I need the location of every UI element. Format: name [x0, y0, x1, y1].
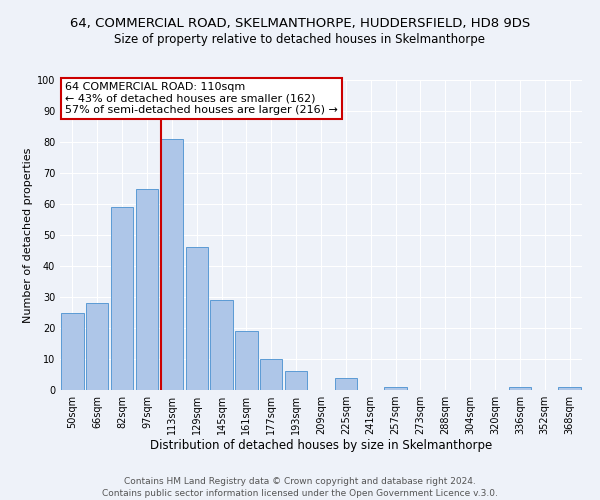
X-axis label: Distribution of detached houses by size in Skelmanthorpe: Distribution of detached houses by size … — [150, 438, 492, 452]
Bar — [509, 387, 531, 390]
Bar — [559, 387, 581, 390]
Y-axis label: Number of detached properties: Number of detached properties — [23, 148, 32, 322]
Bar — [86, 303, 109, 390]
Bar — [335, 378, 357, 390]
Bar — [385, 387, 407, 390]
Bar — [61, 312, 83, 390]
Bar — [185, 248, 208, 390]
Bar — [161, 139, 183, 390]
Text: 64, COMMERCIAL ROAD, SKELMANTHORPE, HUDDERSFIELD, HD8 9DS: 64, COMMERCIAL ROAD, SKELMANTHORPE, HUDD… — [70, 18, 530, 30]
Bar — [211, 300, 233, 390]
Bar — [285, 372, 307, 390]
Bar — [136, 188, 158, 390]
Bar — [111, 207, 133, 390]
Bar — [235, 331, 257, 390]
Text: Contains HM Land Registry data © Crown copyright and database right 2024.
Contai: Contains HM Land Registry data © Crown c… — [102, 476, 498, 498]
Text: Size of property relative to detached houses in Skelmanthorpe: Size of property relative to detached ho… — [115, 32, 485, 46]
Text: 64 COMMERCIAL ROAD: 110sqm
← 43% of detached houses are smaller (162)
57% of sem: 64 COMMERCIAL ROAD: 110sqm ← 43% of deta… — [65, 82, 338, 115]
Bar — [260, 359, 283, 390]
